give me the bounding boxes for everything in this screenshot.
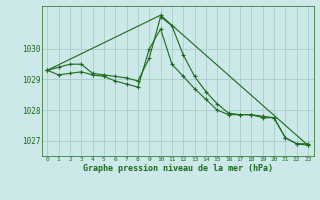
- X-axis label: Graphe pression niveau de la mer (hPa): Graphe pression niveau de la mer (hPa): [83, 164, 273, 173]
